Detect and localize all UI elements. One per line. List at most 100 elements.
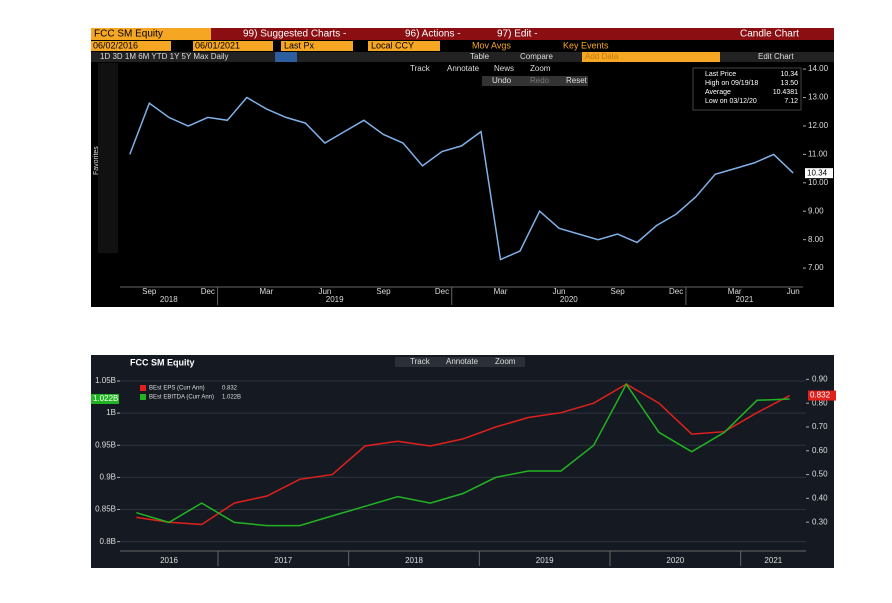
x-tick-label: Jun xyxy=(318,287,331,296)
series-line xyxy=(136,383,791,526)
x-tick-label: Dec xyxy=(201,287,215,296)
annotate[interactable]: Annotate xyxy=(446,357,479,366)
menu[interactable]: 96) Actions - xyxy=(405,29,461,40)
y2-tick-label: 0.50 xyxy=(812,470,828,479)
series-line xyxy=(136,382,790,527)
last-value-box xyxy=(808,390,836,401)
year-label: 2020 xyxy=(560,295,578,304)
zoom[interactable]: Zoom xyxy=(530,64,551,73)
x-tick-label: Mar xyxy=(728,287,742,296)
stats-box xyxy=(692,67,802,111)
legend-label: BEst EBITDA (Curr Ann) xyxy=(149,395,214,401)
table[interactable]: Table xyxy=(470,52,490,61)
legend-value: 1.022B xyxy=(222,395,241,401)
periods[interactable]: 1D 3D 1M 6M YTD 1Y 5Y Max Daily xyxy=(100,52,229,61)
ccy-box[interactable] xyxy=(368,41,440,51)
y-tick-label: 12.00 xyxy=(808,121,829,130)
tool-bar xyxy=(395,357,525,367)
mov-avgs[interactable]: Mov Avgs xyxy=(472,40,511,50)
track[interactable]: Track xyxy=(410,64,431,73)
track[interactable]: Track xyxy=(410,357,431,366)
stat-value: 10.34 xyxy=(780,71,798,78)
year-label: 2018 xyxy=(160,295,178,304)
news[interactable]: News xyxy=(494,64,514,73)
y-tick-label: 0.85B xyxy=(95,505,116,514)
y-tick-label: 10.00 xyxy=(808,178,829,187)
year-label: 2019 xyxy=(536,556,554,565)
last-value: 0.832 xyxy=(810,391,831,400)
title-bar xyxy=(91,28,834,40)
security-box xyxy=(91,28,211,40)
legend-swatch xyxy=(140,385,146,391)
menu[interactable]: 97) Edit - xyxy=(497,29,538,40)
redo[interactable]: Redo xyxy=(530,76,550,85)
undo[interactable]: Undo xyxy=(492,76,512,85)
stat-value: 13.50 xyxy=(780,80,798,87)
year-label: 2018 xyxy=(405,556,423,565)
annotate[interactable]: Annotate xyxy=(447,64,480,73)
key-events[interactable]: Key Events xyxy=(563,40,609,50)
y-tick-label: 13.00 xyxy=(808,93,829,102)
x-tick-label: Sep xyxy=(142,287,157,296)
x-tick-label: Dec xyxy=(669,287,683,296)
panel-bottom xyxy=(91,355,834,568)
edit-chart[interactable]: Edit Chart xyxy=(758,52,794,61)
y-tick-label: 1.05B xyxy=(95,376,116,385)
year-label: 2016 xyxy=(160,556,178,565)
undo-bar xyxy=(482,76,588,86)
stat-label: Average xyxy=(705,89,731,96)
date-box[interactable] xyxy=(193,41,273,51)
y-tick-label: 0.8B xyxy=(100,537,116,546)
date-box[interactable] xyxy=(91,41,171,51)
add-data-box[interactable] xyxy=(582,52,720,62)
last-value-box xyxy=(91,393,119,404)
x-tick-label: Mar xyxy=(259,287,273,296)
x-tick-label: Mar xyxy=(494,287,508,296)
period-selected xyxy=(275,52,297,62)
x-tick-label: Sep xyxy=(376,287,391,296)
last-value-box xyxy=(805,168,833,179)
y-tick-label: 0.9B xyxy=(100,472,116,481)
add-data[interactable]: Add Data xyxy=(585,52,619,61)
y-tick-label: 11.00 xyxy=(808,149,828,158)
end-date[interactable]: 06/01/2021 xyxy=(195,40,240,50)
favorites: Favorites xyxy=(93,146,100,175)
year-label: 2019 xyxy=(326,295,344,304)
compare[interactable]: Compare xyxy=(520,52,553,61)
stat-label: Low on 03/12/20 xyxy=(705,98,757,105)
legend-swatch xyxy=(140,394,146,400)
stat-value: 10.4381 xyxy=(773,89,798,96)
year-label: 2020 xyxy=(666,556,684,565)
y-tick-label: 8.00 xyxy=(808,235,824,244)
start-date[interactable]: 06/02/2016 xyxy=(93,40,138,50)
reset[interactable]: Reset xyxy=(566,76,588,85)
stat-value: 7.12 xyxy=(784,98,798,105)
y2-tick-label: 0.30 xyxy=(812,517,828,526)
stat-label: Last Price xyxy=(705,71,736,78)
y-tick-label: 0.95B xyxy=(95,440,116,449)
draw-tools[interactable] xyxy=(98,63,118,253)
menu[interactable]: 99) Suggested Charts - xyxy=(243,29,346,40)
y-tick-label: 7.00 xyxy=(808,263,824,272)
field[interactable]: Last Px xyxy=(284,40,315,50)
year-label: 2021 xyxy=(736,295,754,304)
y2-tick-label: 0.70 xyxy=(812,422,828,431)
y2-tick-label: 0.60 xyxy=(812,446,828,455)
last-value: 1.022B xyxy=(93,394,118,403)
year-label: 2017 xyxy=(274,556,292,565)
y2-tick-label: 0.40 xyxy=(812,493,828,502)
x-tick-label: Dec xyxy=(435,287,449,296)
field-box[interactable] xyxy=(281,41,353,51)
x-tick-label: Sep xyxy=(610,287,625,296)
legend-value: 0.832 xyxy=(222,386,238,392)
currency[interactable]: Local CCY xyxy=(371,40,414,50)
y2-tick-label: 0.80 xyxy=(812,398,828,407)
x-tick-label: Jun xyxy=(787,287,800,296)
last-value: 10.34 xyxy=(807,168,828,177)
y-tick-label: 14.00 xyxy=(808,64,829,73)
series-line xyxy=(129,96,794,261)
year-label: 2021 xyxy=(764,556,782,565)
zoom[interactable]: Zoom xyxy=(495,357,516,366)
y-tick-label: 1B xyxy=(106,408,116,417)
